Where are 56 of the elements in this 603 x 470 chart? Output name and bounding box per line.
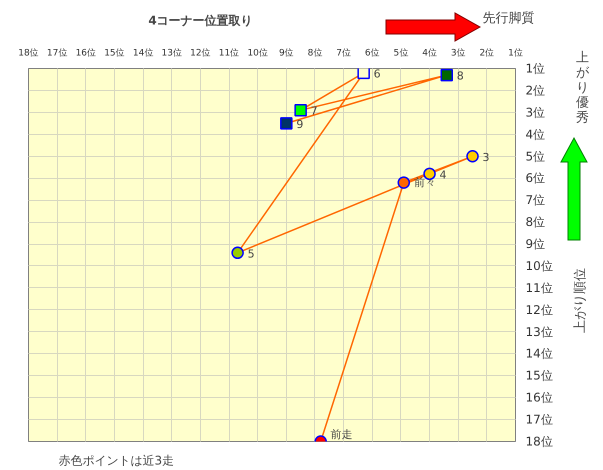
y-tick-label: 15位	[526, 368, 553, 383]
x-tick-label: 12位	[190, 48, 211, 58]
y-tick-label: 9位	[526, 237, 546, 252]
x-tick-label: 17位	[46, 48, 68, 58]
annotation: 9	[296, 118, 304, 131]
point	[231, 246, 244, 260]
y-tick-label: 13位	[526, 324, 553, 339]
x-tick-label: 5位	[394, 48, 408, 58]
x-tick-label: 6位	[364, 48, 380, 58]
x-tick-label: 4位	[422, 48, 437, 58]
x-tick-label: 13位	[162, 48, 182, 58]
text: 先行脚質	[482, 11, 534, 26]
annotation: 4	[440, 168, 447, 182]
point	[440, 68, 453, 82]
y-tick-label: 7位	[526, 193, 546, 208]
annotation: 5	[248, 247, 255, 260]
x-tick-label: 18位	[18, 48, 39, 58]
y-tick-label: 16位	[526, 390, 553, 405]
point	[294, 104, 307, 116]
x-tick-label: 7位	[336, 48, 351, 58]
y-tick-label: 4位	[526, 127, 546, 142]
x-tick-label: 10位	[247, 48, 268, 58]
point	[398, 176, 410, 189]
y-tick-label: 8位	[526, 215, 546, 230]
annotation: 前々	[414, 176, 436, 190]
y-tick-label: 6位	[526, 171, 546, 186]
x-tick-label: 3位	[450, 48, 466, 58]
x-tick-label: 15位	[104, 48, 125, 58]
x-tick-label: 2位	[479, 48, 494, 58]
annotation: 3	[482, 150, 490, 164]
text: 赤色ポイントは近3走	[58, 454, 174, 468]
y-tick-label: 5位	[526, 149, 546, 164]
y-tick-label: 12位	[526, 302, 553, 317]
x-tick-label: 11位	[218, 48, 240, 58]
x-tick-label: 1位	[508, 48, 523, 58]
annotation: 6	[374, 67, 381, 80]
point	[423, 168, 436, 180]
annotation: 前走	[330, 428, 353, 441]
annotation: 7	[310, 104, 318, 118]
y-tick-label: 11位	[526, 280, 553, 295]
y-tick-label: 14位	[526, 346, 553, 361]
point	[280, 117, 293, 130]
point	[357, 68, 370, 80]
x-tick-label: 8位	[308, 48, 322, 58]
y-tick-label: 18位	[526, 434, 553, 448]
y-tick-label: 2位	[526, 83, 546, 98]
y-tick-label: 3位	[526, 105, 546, 120]
y-tick-label: 1位	[526, 62, 546, 76]
x-tick-label: 9位	[278, 48, 294, 58]
annotation: 8	[456, 70, 464, 83]
point	[466, 150, 479, 163]
x-axis-title: 4コーナー位置取り	[148, 14, 253, 28]
x-tick-label: 14位	[132, 48, 154, 58]
y-tick-label: 10位	[526, 258, 553, 273]
y-tick-label: 17位	[526, 412, 553, 427]
x-tick-label: 16位	[76, 48, 96, 58]
